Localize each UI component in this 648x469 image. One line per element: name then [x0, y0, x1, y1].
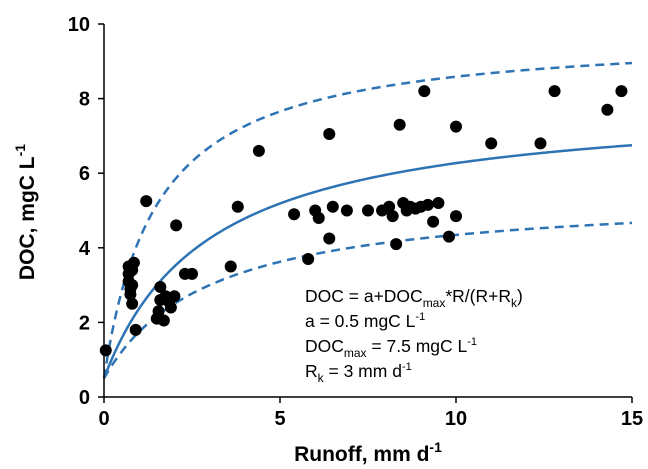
y-tick-label: 10: [68, 14, 90, 36]
data-point: [534, 137, 547, 150]
data-point: [390, 238, 403, 251]
data-point: [386, 210, 399, 223]
data-point: [548, 85, 561, 98]
data-point: [418, 85, 431, 98]
data-point: [170, 219, 183, 232]
data-point: [450, 120, 462, 133]
data-point: [127, 256, 140, 269]
data-points: [99, 85, 628, 357]
data-point: [432, 197, 445, 210]
y-tick-labels: 0 2 4 6 8 10: [68, 14, 91, 409]
x-tick-label: 10: [445, 408, 467, 430]
data-point: [129, 323, 142, 336]
x-tick-label: 5: [274, 408, 285, 430]
data-point: [126, 279, 139, 292]
model-curve-dashed: [102, 61, 633, 379]
equation-line-1: DOC = a+DOCmax*R/(R+Rk): [305, 286, 523, 310]
data-point: [601, 103, 614, 116]
x-axis-title: Runoff, mm d-1: [294, 439, 442, 466]
data-point: [427, 215, 440, 228]
data-point: [450, 210, 462, 223]
data-point: [421, 198, 434, 211]
data-point: [99, 344, 112, 357]
y-axis-title: DOC, mgC L-1: [12, 144, 39, 280]
data-point: [326, 200, 339, 213]
data-point: [152, 305, 165, 318]
data-point: [323, 232, 336, 245]
equation-line-2: a = 0.5 mgC L-1: [305, 311, 425, 331]
data-point: [323, 128, 336, 141]
data-point: [340, 204, 353, 217]
axes: [98, 23, 633, 403]
data-point: [186, 267, 198, 280]
data-point: [140, 195, 153, 208]
y-tick-label: 4: [79, 238, 91, 260]
data-point: [124, 288, 137, 301]
model-curve-solid: [102, 143, 633, 379]
x-tick-label: 15: [621, 408, 643, 430]
y-tick-label: 6: [79, 163, 90, 185]
data-point: [383, 200, 396, 213]
data-point: [302, 252, 315, 265]
data-point: [164, 301, 177, 314]
data-point: [485, 137, 498, 150]
y-tick-label: 2: [79, 312, 90, 334]
data-point: [615, 85, 628, 98]
data-point: [288, 208, 301, 221]
data-point: [312, 211, 325, 224]
data-point: [231, 200, 244, 213]
data-point: [442, 230, 455, 243]
y-tick-label: 8: [79, 89, 90, 111]
data-point: [393, 118, 406, 131]
data-point: [362, 204, 374, 217]
data-point: [126, 297, 139, 310]
data-point: [157, 314, 170, 327]
x-tick-label: 0: [98, 408, 109, 430]
data-point: [168, 290, 181, 303]
model-curves: [102, 61, 633, 379]
data-point: [252, 144, 265, 157]
equation-line-4: Rk = 3 mm d-1: [305, 361, 412, 385]
y-tick-label: 0: [79, 387, 90, 409]
model-curve-dashed: [102, 221, 633, 379]
data-point: [224, 260, 237, 273]
data-point: [154, 280, 167, 293]
equation-annotation: DOC = a+DOCmax*R/(R+Rk) a = 0.5 mgC L-1 …: [305, 286, 523, 385]
equation-line-3: DOCmax = 7.5 mgC L-1: [305, 336, 477, 360]
x-tick-labels: 0 5 10 15: [98, 408, 643, 430]
